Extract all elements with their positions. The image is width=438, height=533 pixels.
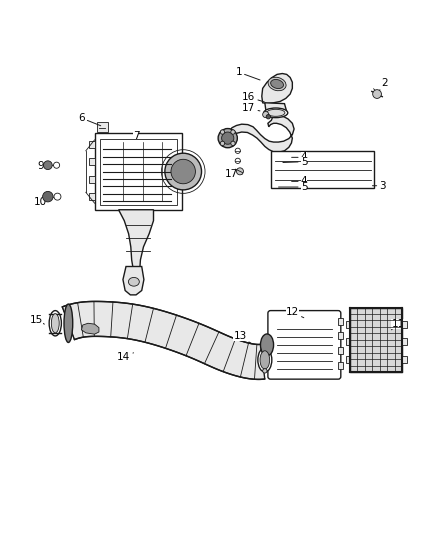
Circle shape (235, 158, 240, 164)
Circle shape (231, 141, 235, 146)
Circle shape (171, 159, 195, 184)
Bar (338, 347, 343, 354)
FancyBboxPatch shape (268, 311, 341, 379)
Text: 10: 10 (34, 197, 51, 207)
Text: 16: 16 (242, 92, 265, 102)
Text: 4: 4 (292, 176, 307, 187)
Circle shape (263, 111, 269, 118)
Text: 6: 6 (78, 113, 101, 126)
Circle shape (222, 132, 234, 144)
Text: 9: 9 (38, 161, 48, 171)
Bar (271, 313, 338, 376)
Circle shape (43, 161, 52, 169)
Bar (350, 308, 403, 372)
Polygon shape (97, 123, 108, 133)
Text: 4: 4 (292, 152, 307, 163)
Ellipse shape (267, 109, 285, 116)
Polygon shape (89, 141, 95, 148)
Circle shape (220, 130, 225, 134)
Ellipse shape (264, 108, 288, 118)
Circle shape (220, 141, 225, 146)
Polygon shape (81, 323, 99, 334)
Bar (338, 332, 343, 338)
Bar (100, 139, 177, 205)
Bar (403, 338, 407, 345)
Circle shape (53, 162, 60, 168)
Text: 17: 17 (225, 169, 242, 179)
Text: 11: 11 (392, 319, 405, 330)
Bar (338, 318, 343, 326)
Text: 5: 5 (279, 182, 307, 192)
Bar (338, 362, 343, 369)
Ellipse shape (261, 334, 274, 356)
Polygon shape (89, 158, 95, 165)
Text: 12: 12 (286, 308, 304, 318)
Text: 2: 2 (378, 78, 388, 92)
Bar (403, 356, 407, 362)
Text: 15: 15 (30, 315, 44, 325)
Circle shape (373, 90, 381, 99)
Bar (346, 338, 350, 345)
Text: 17: 17 (242, 103, 260, 114)
Bar (346, 356, 350, 362)
Ellipse shape (268, 77, 286, 91)
Polygon shape (262, 74, 292, 103)
Polygon shape (62, 302, 265, 379)
Bar (95, 133, 182, 210)
Text: 7: 7 (130, 132, 139, 143)
Bar (346, 321, 350, 328)
Text: 5: 5 (283, 157, 307, 167)
Ellipse shape (128, 277, 139, 286)
Circle shape (266, 115, 271, 119)
Polygon shape (89, 193, 95, 200)
Polygon shape (89, 176, 95, 183)
Circle shape (42, 191, 53, 202)
Text: 3: 3 (372, 181, 386, 191)
Polygon shape (265, 103, 287, 115)
Polygon shape (119, 210, 153, 273)
Polygon shape (123, 266, 144, 295)
Text: 8: 8 (109, 144, 119, 155)
Circle shape (165, 153, 201, 190)
Ellipse shape (258, 348, 272, 372)
Circle shape (235, 148, 240, 154)
Ellipse shape (64, 304, 73, 343)
Text: 13: 13 (233, 332, 251, 344)
Bar (403, 321, 407, 328)
Circle shape (218, 128, 237, 148)
Ellipse shape (260, 351, 270, 369)
Text: 1: 1 (235, 67, 260, 80)
Circle shape (237, 168, 244, 175)
Ellipse shape (271, 79, 283, 88)
Text: 14: 14 (117, 352, 134, 362)
Ellipse shape (51, 313, 59, 333)
Circle shape (263, 369, 267, 373)
Polygon shape (227, 115, 294, 152)
Bar (272, 151, 374, 188)
Circle shape (54, 193, 61, 200)
Circle shape (231, 130, 235, 134)
